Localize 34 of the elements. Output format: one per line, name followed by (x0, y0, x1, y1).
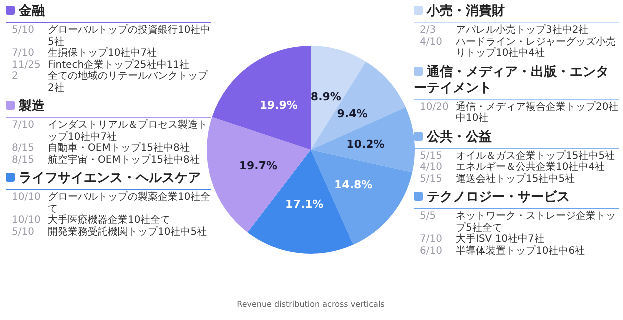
data-label: 19.7% (239, 160, 278, 173)
text: 5/5 ネットワーク・ストレージ企業トップ5社全て (420, 211, 616, 234)
text: Revenue distribution across verticals (236, 300, 386, 309)
text: 5/10 開発業務受託機関トップ10社中5社 (12, 226, 208, 238)
text: 7/10 インダストリアル＆プロセス製造トップ10社中7社 (12, 120, 208, 142)
text: 2 全ての地域のリテールバンクトップ2社 (12, 71, 208, 94)
legend-label: 金融 (19, 4, 45, 19)
text: 10/10 グローバルトップの製薬企業10社全て (12, 192, 211, 214)
legend-label: 公共・公益 (427, 130, 492, 144)
text: 2/3 アパレル小売トップ3社中2社 (420, 25, 589, 36)
legend-label: ライフサイエンス・ヘルスケア (19, 171, 201, 186)
text: 10/20 通信・メディア複合企業トップ20社中10社 (420, 102, 619, 124)
text: 4/10 ハードライン・レジャーグッズ小売りトップ10社中4社 (420, 36, 616, 59)
legend-label: 小売・消費財 (427, 4, 505, 19)
data-label: 9.4% (337, 107, 368, 120)
text: 8/15 航空宇宙・OEMトップ15社中8社 (12, 154, 200, 166)
text: 5/10 グローバルトップの投資銀行10社中5社 (12, 25, 211, 48)
data-label: 17.1% (286, 198, 324, 212)
text: 5/15 オイル＆ガス企業トップ15社中5社 (420, 150, 616, 162)
data-label: 19.9% (260, 98, 298, 112)
text: 6/10 半導体装置トップ10社中6社 (420, 246, 586, 256)
text: 4/10 エネルギー＆公共企業10社中4社 (420, 162, 606, 173)
text: 8/15 自動車・OEMトップ15社中8社 (12, 143, 190, 154)
data-label: 14.8% (334, 178, 373, 192)
legend-label: テクノロジー・サービス (427, 190, 570, 205)
data-label: 10.2% (346, 138, 385, 151)
text: 11/25 Fintech企業トップ25社中11社 (12, 60, 190, 70)
text: 5/15 運送会社トップ15社中5社 (420, 174, 576, 184)
data-label: 8.9% (310, 90, 342, 104)
legend-label: 製造 (19, 99, 45, 114)
text: 7/10 大手ISV 10社中7社 (420, 234, 544, 245)
legend-label: 通信・メディア・出版・エンターテイメント (414, 64, 609, 96)
text: 7/10 生損保トップ10社中7社 (12, 48, 158, 59)
text: 10/10 大手医療機器企業10社全て (12, 215, 171, 226)
